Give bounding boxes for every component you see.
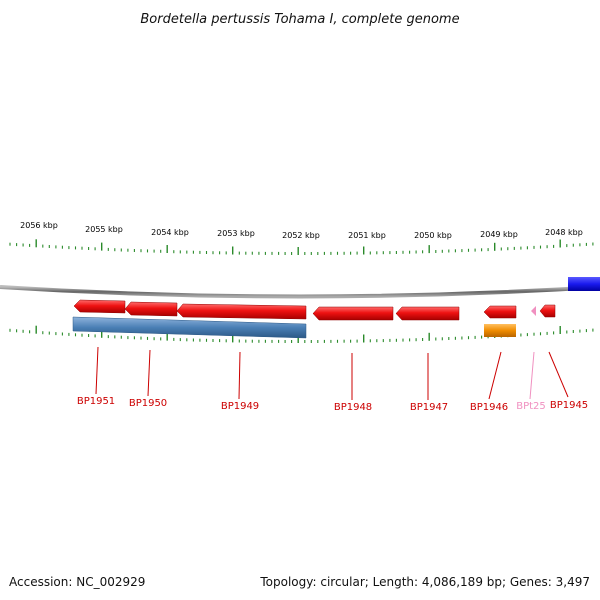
trna-arrow-bpt25[interactable] xyxy=(531,306,536,316)
cds-arrow-bp1950[interactable] xyxy=(124,301,178,317)
gene-label-bp1947[interactable]: BP1947 xyxy=(410,402,448,413)
gene-label-bp1948[interactable]: BP1948 xyxy=(334,402,372,413)
cds-arrow-bp1947[interactable] xyxy=(395,306,460,321)
label-leaders xyxy=(95,346,569,400)
gene-track xyxy=(72,316,516,339)
cds-arrow-bp1948[interactable] xyxy=(312,306,394,321)
ruler-label: 2053 kbp xyxy=(217,229,255,238)
leader-line xyxy=(548,351,569,398)
leader-line xyxy=(529,351,535,400)
cds-arrow-bp1951[interactable] xyxy=(73,299,126,314)
leader-line xyxy=(147,349,151,397)
gene-label-bp1949[interactable]: BP1949 xyxy=(221,401,259,412)
cds-arrow-bp1949[interactable] xyxy=(176,303,307,320)
ruler-label: 2055 kbp xyxy=(85,225,123,234)
cds-track xyxy=(73,299,556,321)
ruler-label: 2054 kbp xyxy=(151,228,189,237)
cds-arrow-bp1945[interactable] xyxy=(539,304,556,318)
edge-feature[interactable] xyxy=(568,277,600,291)
ruler-label: 2051 kbp xyxy=(348,231,386,240)
gene-labels: BP1951 BP1950 BP1949 BP1948 BP1947 BP194… xyxy=(77,396,588,413)
gene-label-bp1950[interactable]: BP1950 xyxy=(129,398,167,409)
gene-bar-bp1946[interactable] xyxy=(484,324,516,337)
leader-line xyxy=(95,346,99,395)
ruler-label: 2048 kbp xyxy=(545,228,583,237)
gene-label-bpt25[interactable]: BPt25 xyxy=(516,401,546,412)
gene-bar-bp1951-1949[interactable] xyxy=(72,316,307,339)
ruler-label: 2049 kbp xyxy=(480,230,518,239)
gene-label-bp1945[interactable]: BP1945 xyxy=(550,400,588,411)
ruler-labels: 2056 kbp 2055 kbp 2054 kbp 2053 kbp 2052… xyxy=(20,221,583,240)
genome-backbone xyxy=(0,285,600,299)
genome-title: Bordetella pertussis Tohama I, complete … xyxy=(140,12,459,27)
genome-summary-text: Topology: circular; Length: 4,086,189 bp… xyxy=(259,575,590,589)
ruler-label: 2052 kbp xyxy=(282,231,320,240)
cds-arrow-bp1946[interactable] xyxy=(483,305,517,319)
gene-label-bp1946[interactable]: BP1946 xyxy=(470,402,508,413)
leader-line xyxy=(488,351,502,400)
accession-text: Accession: NC_002929 xyxy=(9,575,145,589)
leader-line xyxy=(238,351,241,400)
ruler-label: 2050 kbp xyxy=(414,231,452,240)
gene-label-bp1951[interactable]: BP1951 xyxy=(77,396,115,407)
ruler-label: 2056 kbp xyxy=(20,221,58,230)
ruler-ticks-lower xyxy=(9,325,594,343)
ruler-ticks-upper xyxy=(9,239,594,255)
